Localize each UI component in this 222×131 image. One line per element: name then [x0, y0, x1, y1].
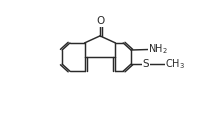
Text: CH$_3$: CH$_3$: [165, 57, 185, 71]
Text: S: S: [143, 59, 149, 69]
Text: O: O: [96, 16, 104, 26]
Text: NH$_2$: NH$_2$: [148, 43, 168, 56]
